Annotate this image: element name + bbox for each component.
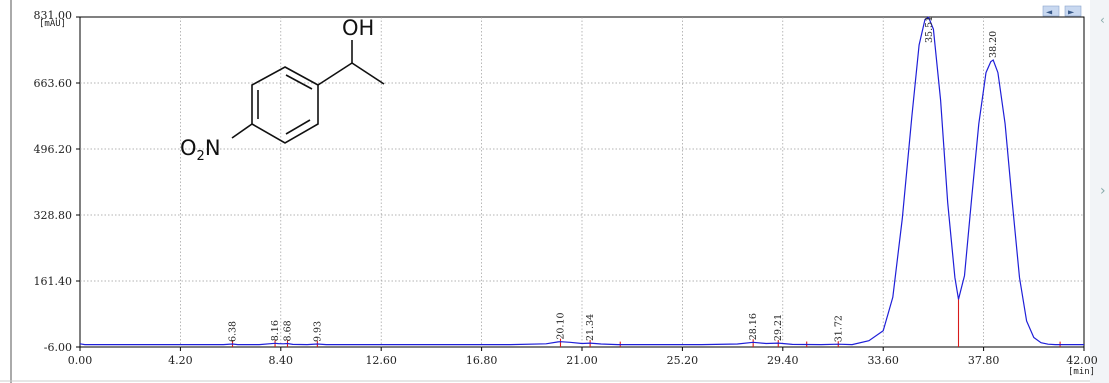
peak-label: 9.93 [312, 321, 323, 342]
y-tick-label: -6.00 [44, 341, 72, 354]
y-tick-label: 831.00 [34, 9, 73, 22]
nav-left-icon: ◄ [1046, 8, 1053, 17]
scroll-arrow-icon[interactable]: › [1100, 183, 1106, 199]
y-axis: 831.00 663.60 496.20 328.80 161.40 -6.00 [34, 9, 80, 354]
hydroxyl-label: OH [342, 16, 374, 40]
ring-double-bond [285, 74, 313, 90]
grid-lines [80, 17, 1084, 347]
bond-ring-to-nitro [231, 123, 253, 139]
right-scroll-gutter[interactable] [1090, 0, 1109, 383]
peak-label: 8.16 [270, 320, 281, 341]
peak-label: 38.20 [988, 31, 999, 58]
molecule-structure [231, 40, 385, 144]
bond-ring-to-carbinol [317, 62, 353, 86]
x-tick-label: 16.80 [466, 354, 498, 367]
peak-label: 8.68 [282, 320, 293, 341]
peak-label: 31.72 [833, 315, 844, 342]
peak-label: 35.51 [924, 16, 935, 43]
nitro-label: O2N [180, 136, 221, 164]
bond-carbinol-to-methyl [351, 62, 385, 85]
chromatogram-trace [79, 16, 1084, 346]
peak-label: 29.21 [773, 314, 784, 341]
x-tick-label: 8.40 [269, 354, 294, 367]
x-tick-label: 4.20 [168, 354, 193, 367]
y-tick-label: 161.40 [34, 275, 73, 288]
nav-right-button[interactable]: ► [1064, 5, 1082, 17]
peak-labels: 6.38 8.16 8.68 9.93 20.10 21.34 28.16 29.21 31.7… [228, 16, 1000, 342]
x-tick-label: 33.60 [867, 354, 899, 367]
scroll-arrow-icon[interactable]: ‹ [1100, 13, 1105, 27]
x-tick-label: 12.60 [365, 354, 397, 367]
peak-label: 21.34 [585, 314, 596, 341]
y-tick-label: 496.20 [34, 143, 73, 156]
ring-double-bond [285, 119, 311, 135]
x-tick-label: 0.00 [68, 354, 93, 367]
y-tick-label: 663.60 [34, 77, 73, 90]
x-tick-label: 25.20 [667, 354, 699, 367]
x-axis: 0.00 4.20 8.40 12.60 16.80 21.00 25.20 29.40 33.… [68, 347, 1098, 367]
peak-label: 6.38 [228, 321, 239, 342]
peak-label: 28.16 [748, 313, 759, 340]
peak-label: 20.10 [555, 312, 566, 339]
nav-right-icon: ► [1068, 8, 1075, 17]
nav-left-button[interactable]: ◄ [1042, 5, 1060, 17]
y-tick-label: 328.80 [34, 209, 73, 222]
y-axis-unit: [mAU] [39, 19, 66, 29]
x-axis-unit: [min] [1068, 367, 1095, 377]
x-tick-label: 21.00 [566, 354, 598, 367]
x-tick-label: 37.80 [968, 354, 1000, 367]
x-tick-label: 29.40 [767, 354, 799, 367]
x-tick-label: 42.00 [1066, 354, 1098, 367]
